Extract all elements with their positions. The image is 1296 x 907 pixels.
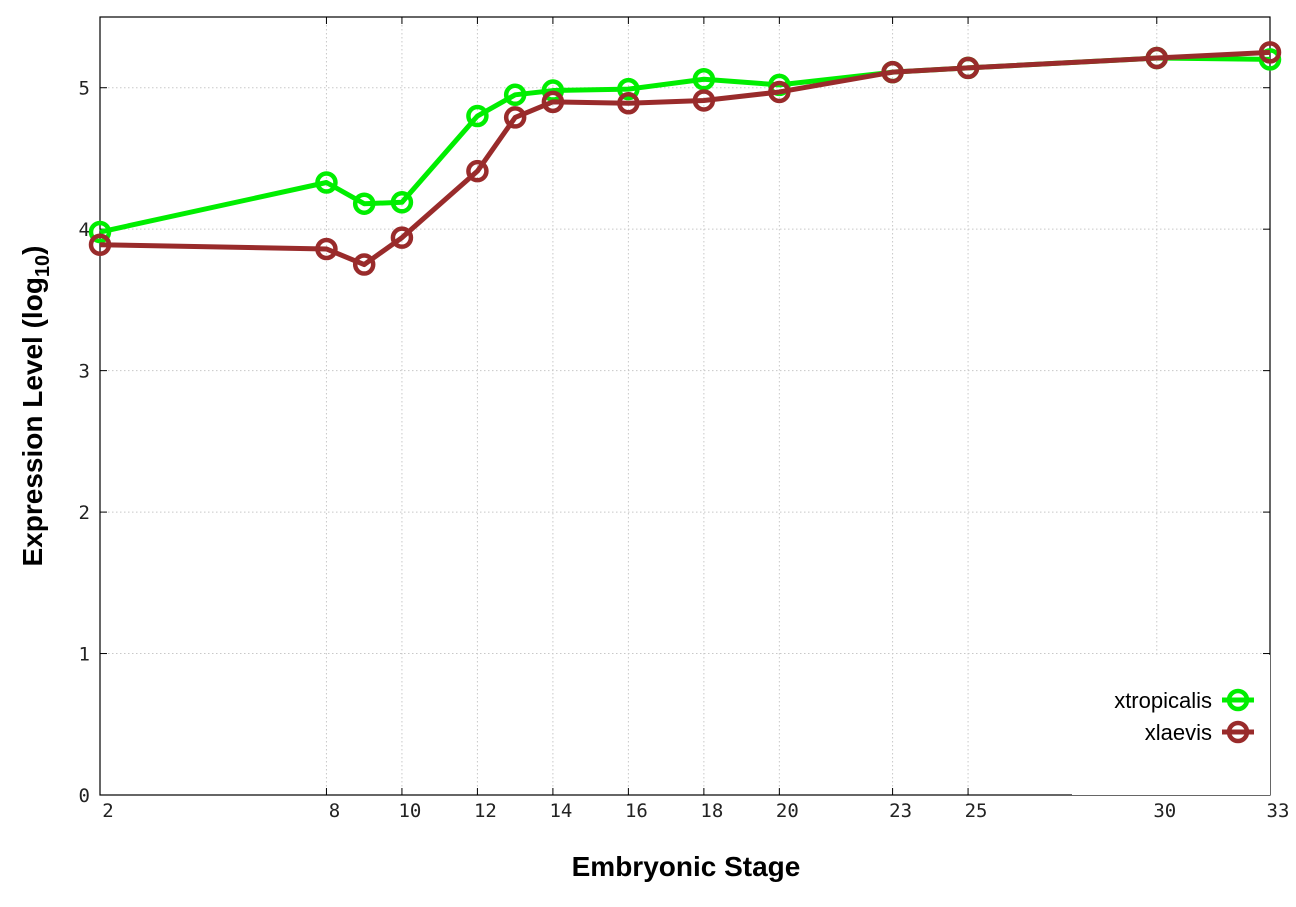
data-point [768,80,791,104]
data-point [88,233,112,256]
legend-item: xlaevis [1145,720,1254,745]
legend-label: xtropicalis [1114,688,1212,713]
x-tick-label: 25 [965,800,988,822]
data-point [466,159,489,183]
data-point [503,106,527,129]
x-axis-title: Embryonic Stage [572,851,801,882]
y-tick-label: 3 [79,361,90,383]
data-point [315,237,338,261]
data-point [1145,46,1169,70]
y-tick-label: 2 [79,502,90,524]
y-axis-title-close: ) [17,246,48,255]
legend-label: xlaevis [1145,720,1212,745]
legend-marker [1226,688,1250,712]
y-axis-title-main: Expression Level (log [17,277,48,566]
data-point [315,171,338,194]
legend-marker [1226,720,1250,744]
data-point [390,191,414,214]
data-point [466,104,489,128]
x-tick-label: 16 [625,800,648,822]
x-tick-label: 20 [776,800,799,822]
series-layer [88,41,1282,276]
data-point [352,253,376,276]
data-point [390,226,414,249]
x-tick-label: 14 [549,800,572,822]
data-point [692,67,716,91]
y-tick-label: 1 [79,644,90,666]
legend-item: xtropicalis [1114,688,1254,713]
x-tick-label: 12 [474,800,497,822]
y-axis-title: Expression Level (log10) [17,246,54,567]
series-xtropicalis [88,46,1282,244]
data-point [956,56,980,80]
legend: xtropicalis xlaevis [1072,655,1270,795]
y-tick-label: 5 [79,78,90,100]
data-point [503,83,527,107]
x-tick-label: 2 [102,800,113,822]
x-tick-label: 30 [1153,800,1176,822]
x-tick-label: 23 [889,800,912,822]
x-tick-label: 10 [398,800,421,822]
x-tick-label: 18 [700,800,723,822]
data-point [541,90,565,114]
data-point [88,220,112,244]
y-axis-title-sub: 10 [32,255,54,277]
data-point [617,77,640,101]
data-point [617,92,640,115]
x-tick-label: 8 [329,800,340,822]
data-point [881,60,904,84]
y-tick-label: 4 [79,219,90,241]
data-point [352,192,376,215]
data-point [692,89,716,112]
series-xlaevis [88,41,1282,276]
series-line [99,55,1271,235]
grid [100,17,1270,795]
data-point [1258,41,1282,64]
x-tick-label: 33 [1267,800,1290,822]
plot-frame [99,16,1271,796]
data-point [1258,48,1282,71]
y-tick-label: 0 [79,785,90,807]
